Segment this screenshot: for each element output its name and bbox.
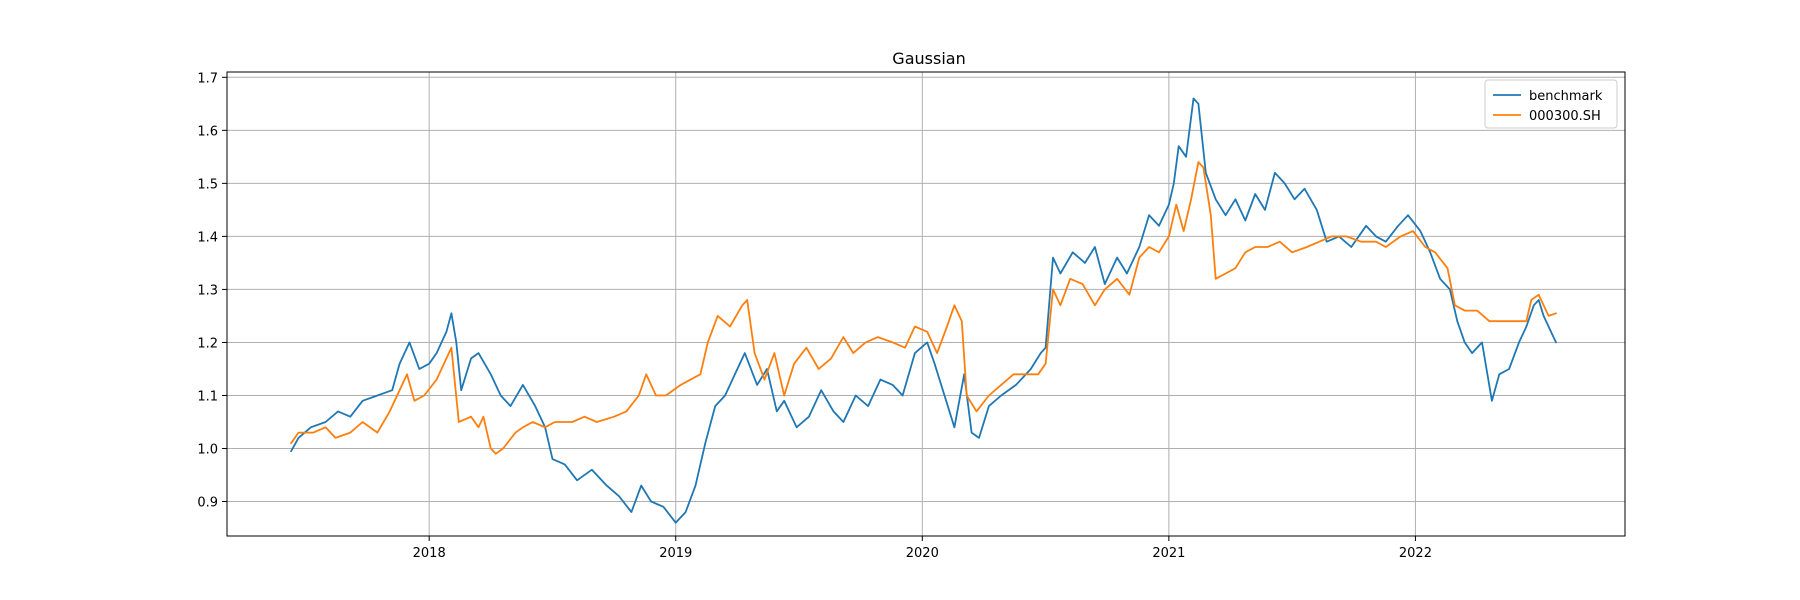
legend: benchmark 000300.SH [1484, 79, 1618, 129]
y-axis-ticks: 0.9 1.0 1.1 1.2 1.3 1.4 1.5 1.6 1.7 [197, 71, 227, 511]
legend-box [1484, 79, 1618, 129]
y-tick-label: 1.3 [197, 283, 218, 298]
y-tick-label: 1.0 [197, 443, 218, 458]
y-tick-label: 1.6 [197, 124, 218, 139]
plot-area-frame [226, 71, 1626, 537]
series-line-0 [290, 97, 1557, 524]
grid-lines [227, 72, 1625, 536]
x-tick-label: 2020 [906, 546, 939, 561]
series-line-1 [290, 161, 1557, 455]
y-tick-label: 1.7 [197, 71, 218, 86]
chart-title: Gaussian [892, 49, 965, 68]
y-tick-label: 1.5 [197, 177, 218, 192]
y-tick-label: 1.1 [197, 389, 218, 404]
x-tick-label: 2019 [659, 546, 692, 561]
x-tick-label: 2022 [1399, 546, 1432, 561]
series-layer [290, 97, 1557, 524]
x-axis-ticks: 2018 2019 2020 2021 2022 [413, 536, 1432, 561]
x-tick-label: 2021 [1152, 546, 1185, 561]
legend-label-1: 000300.SH [1529, 109, 1601, 124]
y-tick-label: 0.9 [197, 496, 218, 511]
legend-label-0: benchmark [1529, 89, 1603, 104]
y-tick-label: 1.2 [197, 336, 218, 351]
y-tick-label: 1.4 [197, 230, 218, 245]
x-tick-label: 2018 [413, 546, 446, 561]
